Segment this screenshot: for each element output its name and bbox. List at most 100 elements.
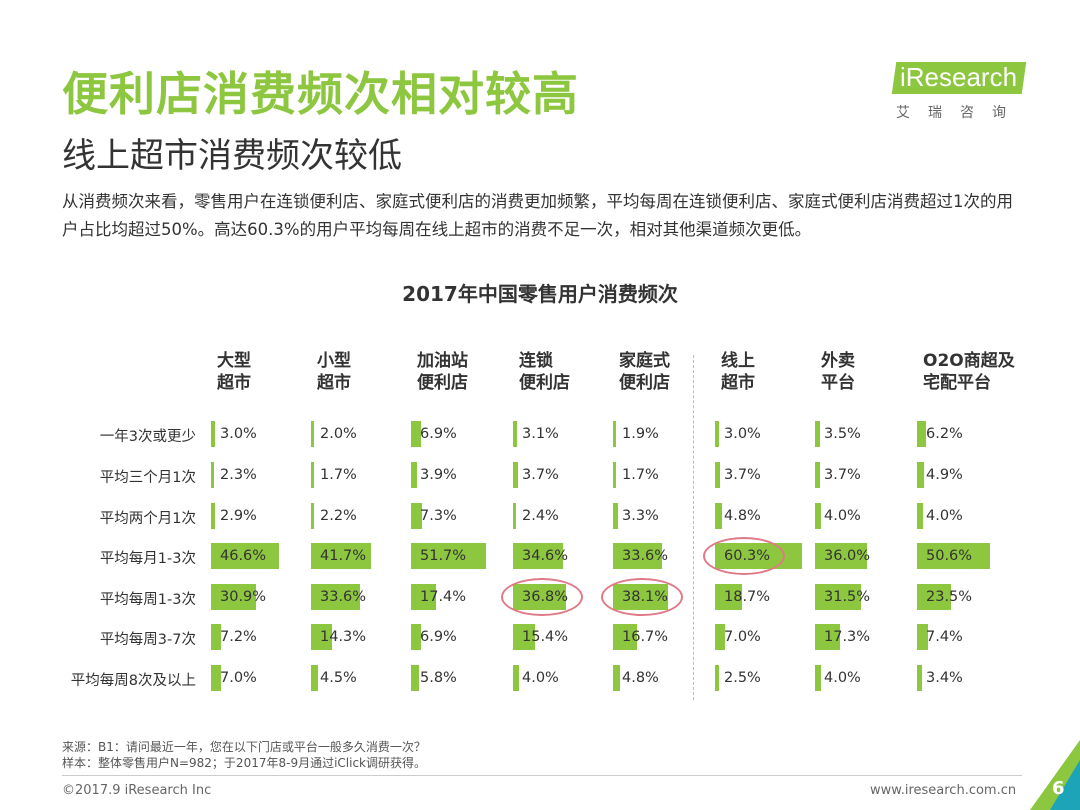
row-label: 平均每周1-3次 [99, 592, 196, 608]
data-bar [917, 462, 925, 488]
column-header: 线上 超市 [721, 350, 821, 394]
data-label: 3.7% [824, 467, 861, 483]
data-label: 33.6% [622, 548, 669, 564]
column-header-line: O2O商超及 [923, 351, 1015, 371]
data-bar [917, 503, 923, 529]
column-header-line: 加油站 [417, 351, 468, 371]
iresearch-logo: iResearch 艾瑞咨询 [888, 58, 1038, 128]
column-header: 家庭式 便利店 [619, 350, 719, 394]
highlight-circle [501, 578, 583, 616]
data-bar [311, 462, 314, 488]
data-label: 2.4% [522, 508, 559, 524]
data-label: 4.0% [926, 508, 963, 524]
data-bar [815, 543, 868, 569]
highlight-circle [703, 537, 785, 575]
data-bar [411, 665, 420, 691]
data-bar [917, 421, 926, 447]
data-label: 6.9% [420, 629, 457, 645]
data-bar [815, 503, 821, 529]
data-label: 7.4% [926, 629, 963, 645]
data-bar [211, 665, 222, 691]
data-label: 2.9% [220, 508, 257, 524]
column-header-line: 连锁 [519, 351, 553, 371]
page-title: 便利店消费频次相对较高 [62, 67, 579, 121]
footnote-sample: 样本：整体零售用户N=982；于2017年8-9月通过iClick调研获得。 [62, 756, 427, 770]
data-label: 4.5% [320, 670, 357, 686]
column-header-line: 小型 [317, 351, 351, 371]
data-bar [513, 503, 517, 529]
footnote-source: 来源：B1：请问最近一年，您在以下门店或平台一般多久消费一次？ [62, 740, 426, 754]
data-label: 4.9% [926, 467, 963, 483]
data-bar [815, 665, 821, 691]
data-label: 7.2% [220, 629, 257, 645]
data-bar [815, 421, 821, 447]
data-bar [715, 421, 720, 447]
data-bar [815, 624, 841, 650]
data-bar [613, 462, 616, 488]
data-bar [311, 584, 360, 610]
corner-decoration-accent [1050, 760, 1080, 810]
data-bar [211, 624, 222, 650]
data-bar [411, 543, 486, 569]
column-header-line: 大型 [217, 351, 251, 371]
data-label: 1.7% [622, 467, 659, 483]
data-label: 51.7% [420, 548, 467, 564]
data-label: 2.0% [320, 426, 357, 442]
row-label: 一年3次或更少 [99, 429, 196, 445]
column-header-line: 家庭式 [619, 351, 670, 371]
data-label: 33.6% [320, 589, 367, 605]
data-label: 3.0% [724, 426, 761, 442]
row-label: 平均每周3-7次 [99, 632, 196, 648]
data-label: 41.7% [320, 548, 367, 564]
column-header-line: 平台 [821, 373, 855, 393]
row-label: 平均每周8次及以上 [70, 673, 196, 689]
data-label: 3.4% [926, 670, 963, 686]
data-label: 4.0% [522, 670, 559, 686]
data-bar [917, 624, 928, 650]
highlight-circle [601, 578, 683, 616]
data-label: 3.5% [824, 426, 861, 442]
data-label: 4.8% [622, 670, 659, 686]
data-bar [211, 543, 279, 569]
data-label: 18.7% [724, 589, 771, 605]
column-header-line: 超市 [317, 373, 351, 393]
data-bar [411, 503, 422, 529]
data-bar [715, 624, 726, 650]
data-bar [815, 584, 861, 610]
data-label: 23.5% [926, 589, 973, 605]
data-bar [613, 624, 638, 650]
data-bar [513, 421, 518, 447]
data-label: 30.9% [220, 589, 267, 605]
data-bar [311, 503, 315, 529]
data-label: 7.3% [420, 508, 457, 524]
data-bar [211, 503, 216, 529]
logo-text: iResearch [900, 62, 1018, 92]
column-header-line: 超市 [721, 373, 755, 393]
data-bar [715, 462, 721, 488]
website: www.iresearch.com.cn [870, 783, 1017, 798]
row-label: 平均三个月1次 [99, 470, 196, 486]
data-bar [917, 543, 991, 569]
column-header: 大型 超市 [217, 350, 317, 394]
data-label: 6.9% [420, 426, 457, 442]
footer-divider [62, 775, 1022, 776]
data-label: 7.0% [724, 629, 761, 645]
logo-subtext: 艾瑞咨询 [896, 105, 1024, 121]
data-bar [613, 503, 618, 529]
data-bar [411, 462, 417, 488]
data-bar [715, 503, 722, 529]
column-header: 加油站 便利店 [417, 350, 517, 394]
data-bar [411, 421, 421, 447]
column-header-line: 便利店 [619, 373, 670, 393]
data-label: 31.5% [824, 589, 871, 605]
data-label: 4.0% [824, 670, 861, 686]
data-bar [715, 665, 719, 691]
data-label: 1.7% [320, 467, 357, 483]
data-label: 6.2% [926, 426, 963, 442]
row-label: 平均两个月1次 [99, 511, 196, 527]
data-bar [715, 584, 743, 610]
data-label: 17.4% [420, 589, 467, 605]
column-header-line: 便利店 [519, 373, 570, 393]
data-label: 15.4% [522, 629, 569, 645]
data-label: 16.7% [622, 629, 669, 645]
